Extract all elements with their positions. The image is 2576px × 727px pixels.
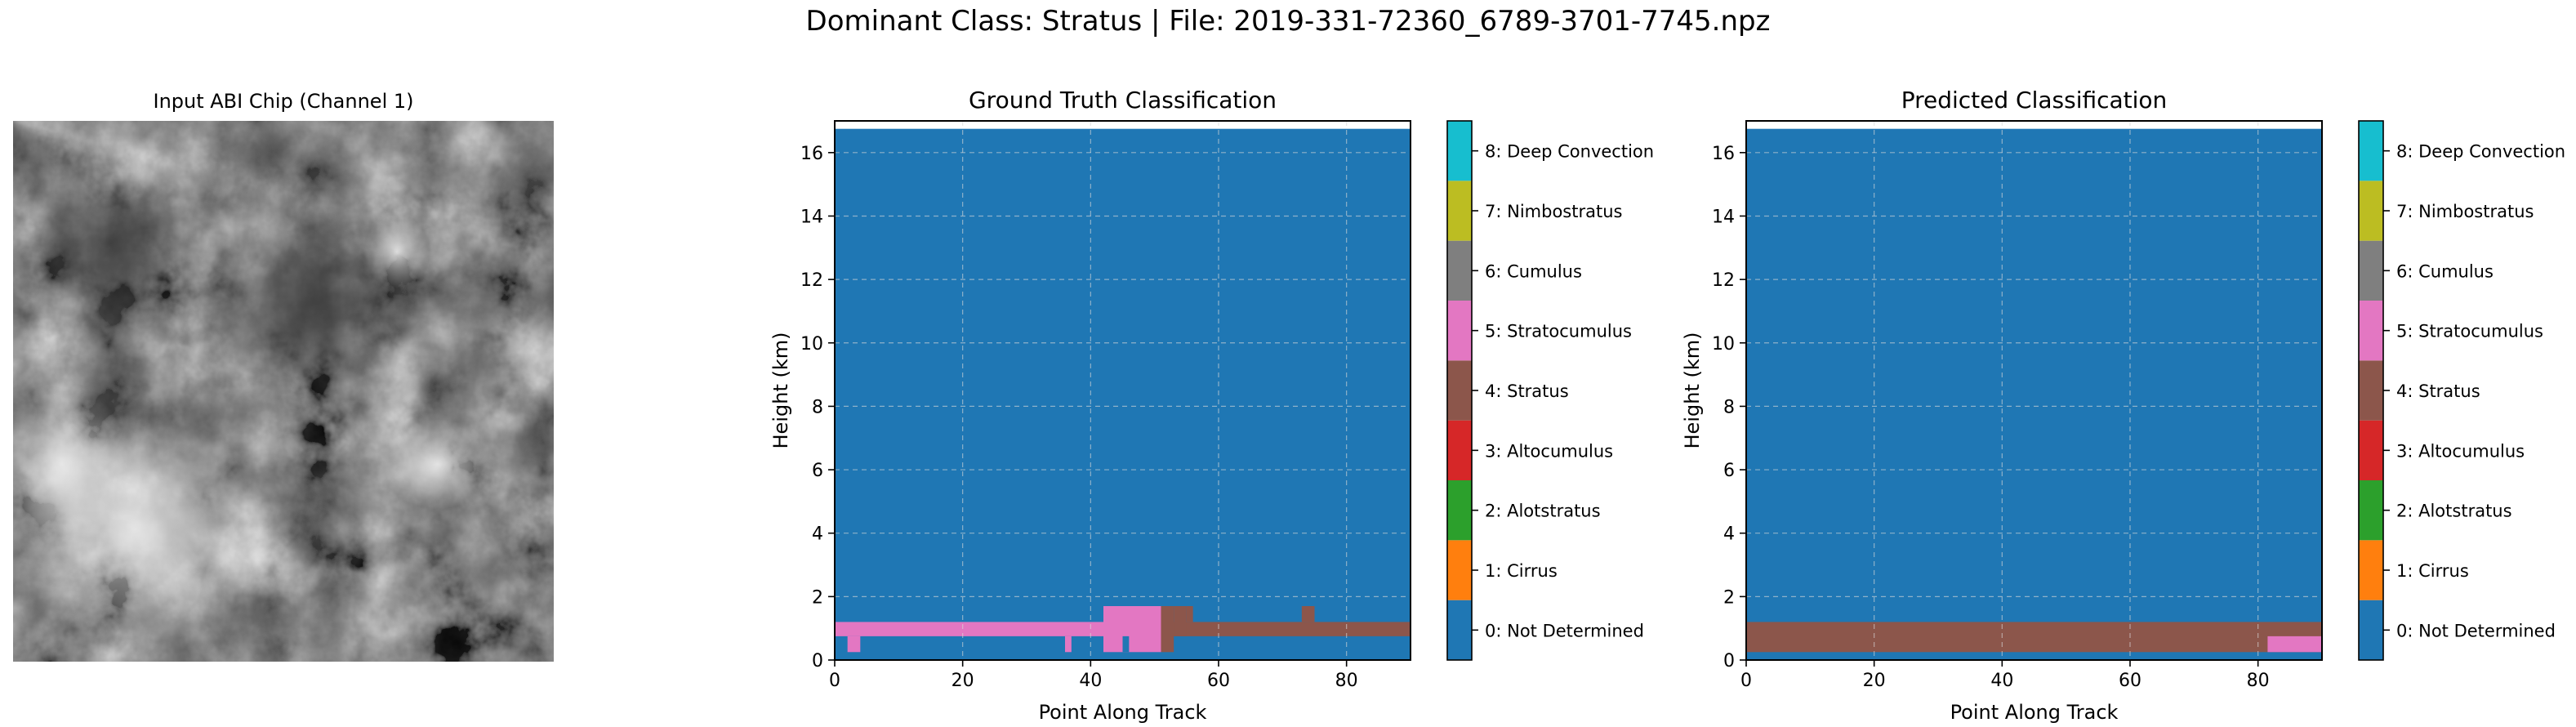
colorbar-label: 7: Nimbostratus bbox=[2396, 202, 2534, 221]
y-tick-label: 0 bbox=[1723, 651, 1735, 671]
y-tick-label: 12 bbox=[1712, 270, 1735, 291]
colorbar-segment bbox=[1447, 480, 1472, 541]
colorbar-frame bbox=[1446, 120, 1473, 661]
class-region bbox=[1103, 606, 1161, 653]
colorbar-label: 0: Not Determined bbox=[1485, 621, 1644, 640]
colorbar-label: 0: Not Determined bbox=[2396, 621, 2556, 640]
colorbar-label: 3: Altocumulus bbox=[2396, 441, 2525, 461]
colorbar-segment bbox=[1447, 181, 1472, 241]
class-region bbox=[1122, 636, 1130, 653]
y-tick-label: 10 bbox=[1712, 334, 1735, 355]
plot-frame bbox=[1745, 120, 2323, 661]
y-tick-label: 16 bbox=[800, 144, 823, 164]
x-tick-label: 20 bbox=[952, 671, 974, 691]
colorbar-segment bbox=[1447, 301, 1472, 361]
colorbar-segment bbox=[1447, 360, 1472, 421]
x-axis-label: Point Along Track bbox=[1950, 701, 2119, 724]
colorbar-label: 8: Deep Convection bbox=[2396, 142, 2565, 162]
y-tick-label: 0 bbox=[812, 651, 823, 671]
colorbar-segment bbox=[1447, 600, 1472, 660]
y-tick-label: 12 bbox=[800, 270, 823, 291]
y-axis-label: Height (km) bbox=[769, 332, 792, 449]
chart-ground-truth: 0 20 40 60 80 0 2 4 6 8 10 12 14 16 Ground Truth Class… bbox=[769, 87, 1654, 724]
class-region bbox=[1174, 606, 1187, 636]
colorbar-label: 4: Stratus bbox=[1485, 381, 1569, 401]
colorbar-segment bbox=[1447, 121, 1472, 181]
colorbar-label: 8: Deep Convection bbox=[1485, 142, 1654, 162]
colorbar-label: 2: Alotstratus bbox=[1485, 502, 1601, 521]
y-tick-label: 4 bbox=[812, 524, 823, 545]
colorbar-segment bbox=[1447, 240, 1472, 301]
colorbar-segment bbox=[2359, 420, 2383, 480]
colorbar-label: 5: Stratocumulus bbox=[2396, 322, 2543, 341]
y-tick-label: 2 bbox=[1723, 587, 1735, 608]
y-tick-label: 14 bbox=[1712, 207, 1735, 227]
x-axis-label: Point Along Track bbox=[1039, 701, 1207, 724]
y-tick-label: 10 bbox=[800, 334, 823, 355]
colorbar-label: 6: Cumulus bbox=[1485, 261, 1582, 281]
colorbar-frame bbox=[2358, 120, 2384, 661]
chart-predicted: 0 20 40 60 80 0 2 4 6 8 10 12 14 16 Predicted Classifi… bbox=[1681, 87, 2565, 724]
x-tick-label: 40 bbox=[1079, 671, 1102, 691]
class-region bbox=[1161, 622, 1411, 636]
class-region-background bbox=[835, 128, 1411, 661]
y-axis-label: Height (km) bbox=[1681, 332, 1704, 449]
x-tick-label: 0 bbox=[1740, 671, 1752, 691]
x-tick-label: 80 bbox=[2247, 671, 2270, 691]
y-tick-label: 4 bbox=[1723, 524, 1735, 545]
class-region bbox=[1746, 622, 2322, 653]
colorbar-label: 2: Alotstratus bbox=[2396, 502, 2512, 521]
y-tick-label: 2 bbox=[812, 587, 823, 608]
x-tick-label: 60 bbox=[1207, 671, 1230, 691]
colorbar-segment bbox=[2359, 600, 2383, 660]
y-tick-label: 8 bbox=[1723, 397, 1735, 417]
colorbar-segment bbox=[2359, 480, 2383, 541]
plot-frame bbox=[834, 120, 1411, 661]
class-region bbox=[2267, 636, 2322, 653]
colorbar-segment bbox=[2359, 540, 2383, 600]
class-region bbox=[1161, 606, 1174, 653]
class-region bbox=[847, 636, 861, 653]
class-region bbox=[1301, 606, 1315, 622]
colorbar-label: 5: Stratocumulus bbox=[1485, 322, 1632, 341]
colorbar-segment bbox=[2359, 181, 2383, 241]
colorbar-segment bbox=[2359, 240, 2383, 301]
y-tick-label: 14 bbox=[800, 207, 823, 227]
colorbar-label: 4: Stratus bbox=[2396, 381, 2480, 401]
chart-title: Predicted Classification bbox=[1901, 87, 2168, 114]
colorbar-label: 1: Cirrus bbox=[2396, 561, 2469, 581]
colorbar-label: 6: Cumulus bbox=[2396, 261, 2494, 281]
chart-title: Ground Truth Classification bbox=[969, 87, 1277, 114]
class-region-background bbox=[1746, 128, 2322, 661]
colorbar-label: 3: Altocumulus bbox=[1485, 441, 1613, 461]
colorbar-segment bbox=[1447, 420, 1472, 480]
y-tick-label: 6 bbox=[812, 461, 823, 481]
colorbar-label: 1: Cirrus bbox=[1485, 561, 1558, 581]
x-tick-label: 0 bbox=[829, 671, 840, 691]
class-region bbox=[835, 622, 1103, 636]
colorbar-label: 7: Nimbostratus bbox=[1485, 202, 1622, 221]
x-tick-label: 40 bbox=[1990, 671, 2013, 691]
input-chip-title: Input ABI Chip (Channel 1) bbox=[153, 90, 414, 113]
x-tick-label: 80 bbox=[1335, 671, 1358, 691]
colorbar-segment bbox=[2359, 121, 2383, 181]
input-abi-chip-image bbox=[13, 121, 554, 662]
x-tick-label: 60 bbox=[2119, 671, 2141, 691]
colorbar-segment bbox=[2359, 301, 2383, 361]
y-tick-label: 16 bbox=[1712, 144, 1735, 164]
y-tick-label: 8 bbox=[812, 397, 823, 417]
x-tick-label: 20 bbox=[1863, 671, 1886, 691]
y-tick-label: 6 bbox=[1723, 461, 1735, 481]
colorbar-segment bbox=[2359, 360, 2383, 421]
class-region bbox=[1186, 606, 1193, 622]
figure-title: Dominant Class: Stratus | File: 2019-331… bbox=[805, 5, 1771, 38]
colorbar-segment bbox=[1447, 540, 1472, 600]
class-region bbox=[1065, 636, 1072, 653]
